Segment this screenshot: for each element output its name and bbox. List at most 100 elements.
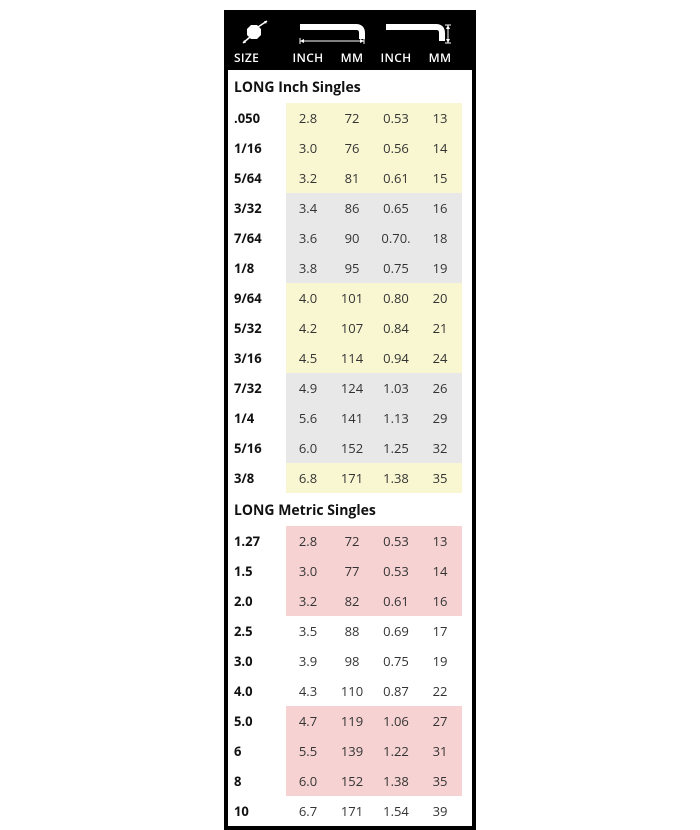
cell-inch1: 3.2 <box>286 586 330 616</box>
cell-inch2: 1.06 <box>374 706 418 736</box>
cell-mm1: 72 <box>330 103 374 133</box>
table-body: LONG Inch Singles.0502.8720.53131/163.07… <box>228 70 472 826</box>
table-row: 9/644.01010.8020 <box>228 283 472 313</box>
cell-mm2: 14 <box>418 556 462 586</box>
cell-size: 10 <box>228 796 286 826</box>
col-inch1-label: INCH <box>286 49 330 66</box>
cell-inch2: 0.94 <box>374 343 418 373</box>
cell-size: 2.0 <box>228 586 286 616</box>
cell-mm1: 101 <box>330 283 374 313</box>
col-mm1-label: MM <box>330 49 374 66</box>
cell-mm1: 95 <box>330 253 374 283</box>
cell-mm2: 35 <box>418 766 462 796</box>
cell-inch2: 0.65 <box>374 193 418 223</box>
table-row: 106.71711.5439 <box>228 796 472 826</box>
table-row: 5/324.21070.8421 <box>228 313 472 343</box>
cell-inch2: 0.61 <box>374 586 418 616</box>
cell-mm2: 39 <box>418 796 462 826</box>
table-row: 65.51391.2231 <box>228 736 472 766</box>
cell-inch1: 3.5 <box>286 616 330 646</box>
cell-inch1: 3.2 <box>286 163 330 193</box>
cell-inch2: 1.54 <box>374 796 418 826</box>
cell-mm1: 86 <box>330 193 374 223</box>
cell-size: 4.0 <box>228 676 286 706</box>
table-row: 5.04.71191.0627 <box>228 706 472 736</box>
cell-inch1: 3.6 <box>286 223 330 253</box>
cell-inch1: 4.0 <box>286 283 330 313</box>
table-header: SIZE INCH MM INCH MM <box>228 14 472 70</box>
cell-inch1: 4.5 <box>286 343 330 373</box>
table-row: 5/643.2810.6115 <box>228 163 472 193</box>
header-icon-row <box>228 18 472 46</box>
cell-mm2: 22 <box>418 676 462 706</box>
cell-size: 5/16 <box>228 433 286 463</box>
cell-mm2: 18 <box>418 223 462 253</box>
cell-mm1: 98 <box>330 646 374 676</box>
table-row: 2.03.2820.6116 <box>228 586 472 616</box>
cell-inch1: 3.9 <box>286 646 330 676</box>
cell-mm2: 26 <box>418 373 462 403</box>
cell-size: 3/32 <box>228 193 286 223</box>
cell-inch2: 1.25 <box>374 433 418 463</box>
col-mm2-label: MM <box>418 49 462 66</box>
cell-inch2: 0.87 <box>374 676 418 706</box>
cell-size: 1.27 <box>228 526 286 556</box>
cell-mm1: 171 <box>330 796 374 826</box>
spec-table-card: SIZE INCH MM INCH MM LONG Inch Singles.0… <box>224 10 476 830</box>
cell-mm1: 171 <box>330 463 374 493</box>
cell-inch2: 0.53 <box>374 103 418 133</box>
cell-inch1: 3.4 <box>286 193 330 223</box>
cell-size: 3.0 <box>228 646 286 676</box>
table-row: 86.01521.3835 <box>228 766 472 796</box>
col-size-label: SIZE <box>228 49 286 66</box>
cell-size: 9/64 <box>228 283 286 313</box>
cell-inch2: 0.69 <box>374 616 418 646</box>
cell-mm1: 90 <box>330 223 374 253</box>
long-arm-icon <box>290 19 370 45</box>
cell-mm1: 110 <box>330 676 374 706</box>
cell-inch2: 0.61 <box>374 163 418 193</box>
table-row: 3/164.51140.9424 <box>228 343 472 373</box>
cell-mm1: 88 <box>330 616 374 646</box>
cell-mm2: 32 <box>418 433 462 463</box>
cell-mm1: 82 <box>330 586 374 616</box>
cell-inch2: 1.38 <box>374 766 418 796</box>
cell-size: .050 <box>228 103 286 133</box>
cell-size: 8 <box>228 766 286 796</box>
cell-mm1: 76 <box>330 133 374 163</box>
section-title: LONG Metric Singles <box>228 493 472 526</box>
cell-inch2: 0.53 <box>374 526 418 556</box>
cell-size: 1/4 <box>228 403 286 433</box>
cell-mm1: 119 <box>330 706 374 736</box>
cell-mm2: 17 <box>418 616 462 646</box>
cell-size: 7/32 <box>228 373 286 403</box>
cell-size: 3/16 <box>228 343 286 373</box>
table-row: 7/643.6900.70.18 <box>228 223 472 253</box>
cell-inch2: 0.56 <box>374 133 418 163</box>
cell-inch2: 0.75 <box>374 646 418 676</box>
cell-mm2: 35 <box>418 463 462 493</box>
cell-mm2: 31 <box>418 736 462 766</box>
table-row: 3.03.9980.7519 <box>228 646 472 676</box>
cell-size: 1/16 <box>228 133 286 163</box>
cell-size: 1.5 <box>228 556 286 586</box>
cell-mm2: 19 <box>418 646 462 676</box>
cell-inch2: 0.80 <box>374 283 418 313</box>
cell-mm2: 24 <box>418 343 462 373</box>
cell-inch1: 6.7 <box>286 796 330 826</box>
cell-mm2: 14 <box>418 133 462 163</box>
cell-inch2: 1.22 <box>374 736 418 766</box>
cell-mm1: 124 <box>330 373 374 403</box>
table-row: 3/323.4860.6516 <box>228 193 472 223</box>
cell-inch1: 4.7 <box>286 706 330 736</box>
header-labels: SIZE INCH MM INCH MM <box>228 49 472 66</box>
cell-size: 5/32 <box>228 313 286 343</box>
cell-mm1: 81 <box>330 163 374 193</box>
cell-size: 2.5 <box>228 616 286 646</box>
cell-inch1: 2.8 <box>286 103 330 133</box>
table-row: 1/83.8950.7519 <box>228 253 472 283</box>
short-arm-icon <box>378 19 458 45</box>
cell-inch2: 0.70. <box>374 223 418 253</box>
table-row: 1/163.0760.5614 <box>228 133 472 163</box>
cell-mm2: 15 <box>418 163 462 193</box>
